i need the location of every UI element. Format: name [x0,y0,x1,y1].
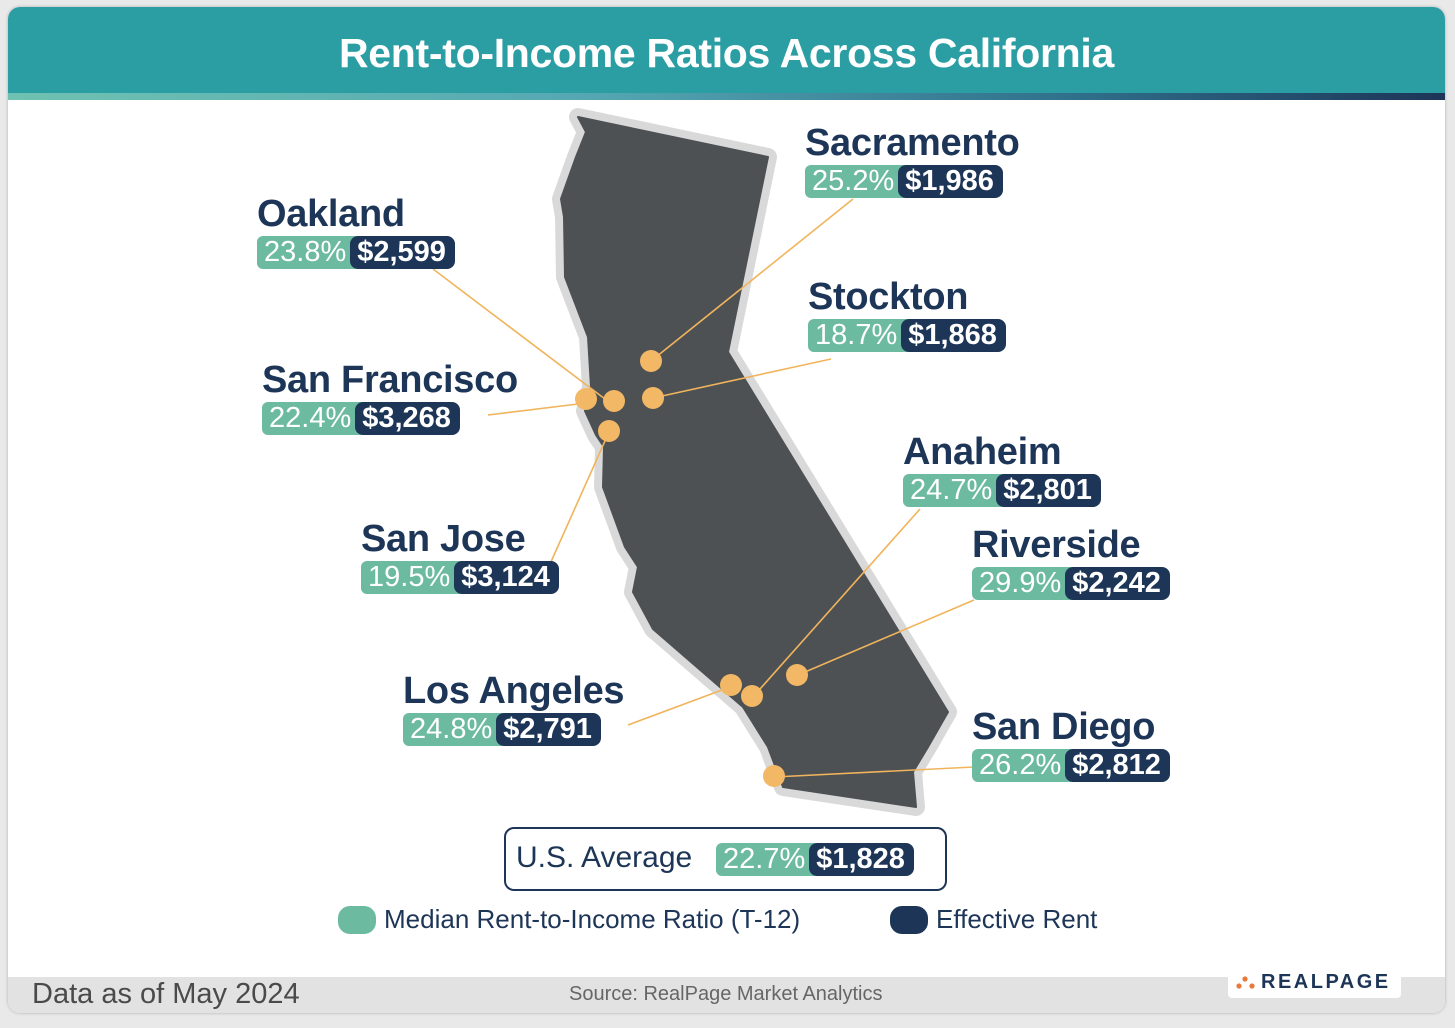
leader-line-riverside [797,599,975,676]
city-name: Sacramento [805,122,1020,164]
legend-label-rent: Effective Rent [936,904,1098,934]
us-rent-pill: $1,828 [809,843,914,876]
legend-swatch-rent [890,905,928,934]
city-label-los-angeles: Los Angeles 24.8% $2,791 [403,670,625,746]
leader-line-san-jose [549,431,610,565]
ratio-pill: 26.2% [972,749,1072,782]
legend-swatch-ratio [338,905,376,934]
legend-item-ratio: Median Rent-to-Income Ratio (T-12) [338,904,800,935]
ratio-pill: 22.4% [262,402,362,435]
page-title: Rent-to-Income Ratios Across California [338,30,1114,76]
header-bar: Rent-to-Income Ratios Across California [8,7,1445,93]
city-name: Oakland [257,193,405,235]
marker-los-angeles[interactable] [720,674,742,696]
leader-line-san-francisco [487,403,579,416]
leader-line-san-diego [773,766,975,778]
logo-dots-icon [1236,976,1255,989]
city-name: Riverside [972,524,1141,566]
ratio-pill: 24.8% [403,713,503,746]
city-name: San Diego [972,706,1156,748]
rent-pill: $3,268 [355,402,460,435]
city-markers [575,350,808,787]
marker-stockton[interactable] [642,387,664,409]
ratio-pill: 18.7% [808,319,908,352]
ratio-pill: 29.9% [972,567,1072,600]
source-note: Source: RealPage Market Analytics [569,983,883,1005]
city-label-oakland: Oakland 23.8% $2,599 [257,194,455,269]
ratio-pill: 23.8% [257,236,357,269]
ratio-pill: 25.2% [805,165,905,198]
city-name: San Jose [361,518,526,560]
footer-bar: Data as of May 2024 Source: RealPage Mar… [8,977,1445,1013]
city-label-san-francisco: San Francisco 22.4% $3,268 [262,360,518,435]
rent-pill: $3,124 [454,561,559,594]
marker-sacramento[interactable] [640,350,662,372]
header-stripe [8,93,1445,100]
realpage-logo[interactable]: REALPAGE [1228,964,1401,998]
rent-pill: $1,868 [901,319,1006,352]
rent-pill: $2,599 [350,236,455,269]
city-label-anaheim: Anaheim 24.7% $2,801 [903,432,1101,507]
rent-pill: $2,801 [996,474,1101,507]
city-label-sacramento: Sacramento 25.2% $1,986 [805,123,1020,198]
leader-line-oakland [432,268,606,400]
data-date-note: Data as of May 2024 [32,978,300,1010]
california-shape [560,116,949,808]
california-map [432,108,975,816]
marker-san-diego[interactable] [763,765,785,787]
ratio-pill: 24.7% [903,474,1003,507]
leader-lines [432,198,975,778]
city-label-stockton: Stockton 18.7% $1,868 [808,277,1006,352]
leader-line-los-angeles [627,686,731,726]
rent-pill: $2,812 [1065,749,1170,782]
city-label-riverside: Riverside 29.9% $2,242 [972,525,1170,600]
city-name: Los Angeles [403,670,625,712]
marker-san-jose[interactable] [598,420,620,442]
infographic-card: Rent-to-Income Ratios Across California [8,7,1445,1013]
marker-riverside[interactable] [786,664,808,686]
city-label-san-diego: San Diego 26.2% $2,812 [972,707,1170,782]
leader-line-sacramento [650,198,854,362]
marker-san-francisco[interactable] [575,388,597,410]
rent-pill: $1,986 [898,165,1003,198]
marker-oakland[interactable] [603,390,625,412]
city-name: San Francisco [262,359,518,401]
rent-pill: $2,242 [1065,567,1170,600]
logo-text: REALPAGE [1261,971,1391,993]
us-ratio-pill: 22.7% [716,843,816,876]
leader-line-anaheim [751,508,921,699]
ratio-pill: 19.5% [361,561,461,594]
rent-pill: $2,791 [496,713,601,746]
us-average-box: U.S. Average 22.7% $1,828 [504,827,947,891]
legend-item-rent: Effective Rent [890,904,1097,935]
legend-label-ratio: Median Rent-to-Income Ratio (T-12) [384,904,801,934]
city-name: Stockton [808,276,969,318]
marker-anaheim[interactable] [741,685,763,707]
city-name: Anaheim [903,431,1062,473]
us-average-label: U.S. Average [516,841,693,874]
city-label-san-jose: San Jose 19.5% $3,124 [361,519,559,594]
leader-line-stockton [652,358,832,399]
